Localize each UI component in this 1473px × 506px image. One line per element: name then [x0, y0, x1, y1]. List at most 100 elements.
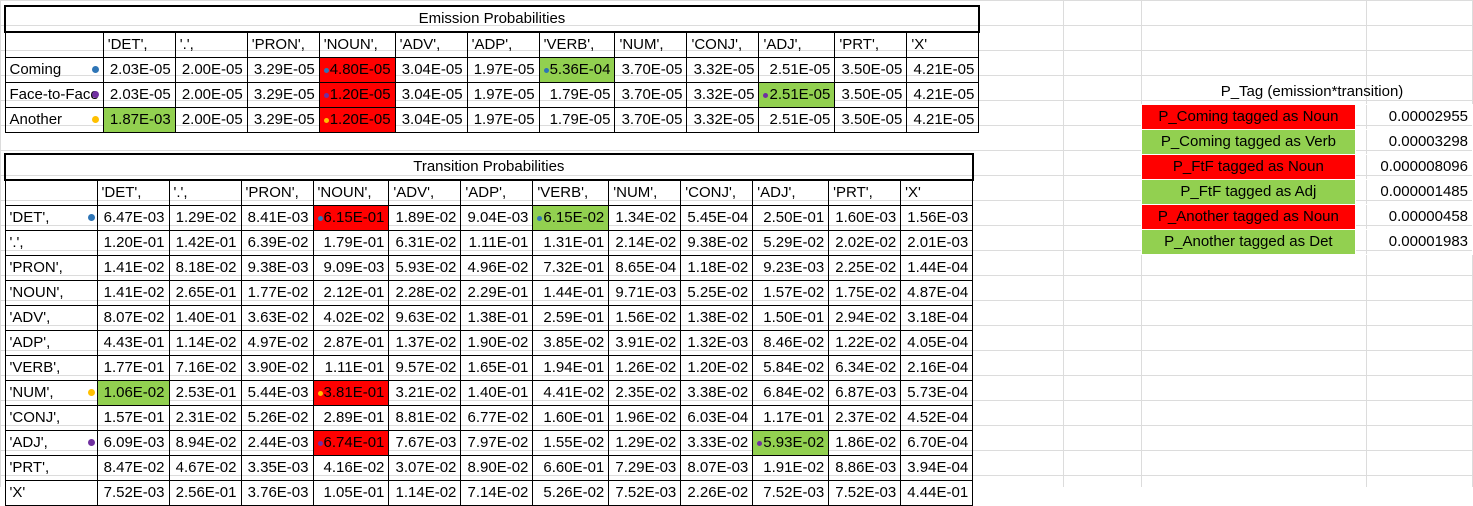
value-cell[interactable]: 3.94E-04 [900, 455, 974, 481]
column-header[interactable]: 'CONJ', [686, 31, 760, 58]
value-cell[interactable]: 1.91E-02 [752, 455, 830, 481]
value-cell[interactable]: 2.03E-05 [102, 82, 176, 108]
value-cell[interactable]: 6.09E-03 [96, 430, 170, 456]
value-cell[interactable]: 8.07E-03 [680, 455, 754, 481]
value-cell[interactable]: 8.86E-03 [828, 455, 902, 481]
ptag-value[interactable]: 0.000001485 [1354, 179, 1473, 205]
value-cell[interactable]: 1.42E-01 [168, 230, 242, 256]
value-cell[interactable]: 4.21E-05 [906, 57, 980, 83]
value-cell[interactable]: 1.87E-03 [102, 107, 176, 133]
value-cell[interactable]: 9.04E-03 [460, 205, 534, 231]
value-cell[interactable]: 6.15E-01 [312, 205, 390, 231]
value-cell[interactable]: 8.46E-02 [752, 330, 830, 356]
column-header[interactable]: 'NOUN', [318, 31, 396, 58]
value-cell[interactable]: 9.38E-03 [240, 255, 314, 281]
value-cell[interactable]: 7.32E-01 [532, 255, 610, 281]
ptag-value[interactable]: 0.00001983 [1354, 229, 1473, 255]
value-cell[interactable]: 4.80E-05 [318, 57, 396, 83]
row-label[interactable]: 'CONJ', [4, 405, 98, 431]
column-header[interactable]: 'ADJ', [752, 179, 830, 206]
column-header[interactable]: 'ADV', [394, 31, 468, 58]
value-cell[interactable]: 8.81E-02 [388, 405, 462, 431]
value-cell[interactable]: 6.39E-02 [240, 230, 314, 256]
value-cell[interactable]: 1.41E-02 [96, 280, 170, 306]
value-cell[interactable]: 6.87E-03 [828, 380, 902, 406]
value-cell[interactable]: 2.00E-05 [174, 107, 248, 133]
value-cell[interactable]: 4.97E-02 [240, 330, 314, 356]
value-cell[interactable]: 1.97E-05 [466, 82, 540, 108]
value-cell[interactable]: 3.70E-05 [614, 82, 688, 108]
value-cell[interactable]: 5.44E-03 [240, 380, 314, 406]
value-cell[interactable]: 3.04E-05 [394, 82, 468, 108]
value-cell[interactable]: 1.86E-02 [828, 430, 902, 456]
value-cell[interactable]: 5.45E-04 [680, 205, 754, 231]
value-cell[interactable]: 2.02E-02 [828, 230, 902, 256]
ptag-label[interactable]: P_Another tagged as Det [1141, 229, 1356, 255]
row-label[interactable]: 'NOUN', [4, 280, 98, 306]
value-cell[interactable]: 1.14E-02 [168, 330, 242, 356]
row-label[interactable]: 'PRON', [4, 255, 98, 281]
value-cell[interactable]: 3.35E-03 [240, 455, 314, 481]
value-cell[interactable]: 7.16E-02 [168, 355, 242, 381]
value-cell[interactable]: 4.21E-05 [906, 107, 980, 133]
ptag-value[interactable]: 0.00003298 [1354, 129, 1473, 155]
value-cell[interactable]: 3.70E-05 [614, 107, 688, 133]
value-cell[interactable]: 9.38E-02 [680, 230, 754, 256]
value-cell[interactable]: 6.47E-03 [96, 205, 170, 231]
value-cell[interactable]: 2.25E-02 [828, 255, 902, 281]
value-cell[interactable]: 6.03E-04 [680, 405, 754, 431]
value-cell[interactable]: 1.29E-02 [608, 430, 682, 456]
value-cell[interactable]: 6.60E-01 [532, 455, 610, 481]
value-cell[interactable]: 4.16E-02 [312, 455, 390, 481]
value-cell[interactable]: 3.76E-03 [240, 480, 314, 506]
value-cell[interactable]: 1.96E-02 [608, 405, 682, 431]
value-cell[interactable]: 1.56E-03 [900, 205, 974, 231]
value-cell[interactable]: 1.41E-02 [96, 255, 170, 281]
value-cell[interactable]: 5.36E-04 [538, 57, 616, 83]
row-label[interactable]: 'ADJ', [4, 430, 98, 456]
value-cell[interactable]: 8.47E-02 [96, 455, 170, 481]
value-cell[interactable]: 4.43E-01 [96, 330, 170, 356]
value-cell[interactable]: 1.89E-02 [388, 205, 462, 231]
value-cell[interactable]: 3.04E-05 [394, 57, 468, 83]
value-cell[interactable]: 6.70E-04 [900, 430, 974, 456]
column-header[interactable]: 'PRT', [834, 31, 908, 58]
ptag-value[interactable]: 0.00002955 [1354, 104, 1473, 130]
row-label[interactable]: '.', [4, 230, 98, 256]
value-cell[interactable]: 3.90E-02 [240, 355, 314, 381]
column-header[interactable]: 'VERB', [532, 179, 610, 206]
row-label[interactable]: Another [4, 107, 104, 133]
value-cell[interactable]: 3.91E-02 [608, 330, 682, 356]
column-header[interactable]: 'ADP', [466, 31, 540, 58]
value-cell[interactable]: 1.32E-03 [680, 330, 754, 356]
ptag-label[interactable]: P_FtF tagged as Noun [1141, 154, 1356, 180]
value-cell[interactable]: 1.79E-01 [312, 230, 390, 256]
column-header[interactable]: '.', [174, 31, 248, 58]
header-cell-empty[interactable] [4, 179, 98, 206]
value-cell[interactable]: 8.90E-02 [460, 455, 534, 481]
value-cell[interactable]: 5.93E-02 [752, 430, 830, 456]
value-cell[interactable]: 1.57E-01 [96, 405, 170, 431]
value-cell[interactable]: 3.32E-05 [686, 57, 760, 83]
value-cell[interactable]: 3.18E-04 [900, 305, 974, 331]
value-cell[interactable]: 3.07E-02 [388, 455, 462, 481]
value-cell[interactable]: 2.87E-01 [312, 330, 390, 356]
value-cell[interactable]: 2.00E-05 [174, 57, 248, 83]
value-cell[interactable]: 2.01E-03 [900, 230, 974, 256]
column-header[interactable]: 'NUM', [608, 179, 682, 206]
value-cell[interactable]: 2.12E-01 [312, 280, 390, 306]
value-cell[interactable]: 4.02E-02 [312, 305, 390, 331]
value-cell[interactable]: 2.28E-02 [388, 280, 462, 306]
value-cell[interactable]: 1.40E-01 [168, 305, 242, 331]
value-cell[interactable]: 2.14E-02 [608, 230, 682, 256]
value-cell[interactable]: 3.50E-05 [834, 107, 908, 133]
value-cell[interactable]: 3.21E-02 [388, 380, 462, 406]
value-cell[interactable]: 1.94E-01 [532, 355, 610, 381]
column-header[interactable]: 'ADJ', [758, 31, 836, 58]
value-cell[interactable]: 1.34E-02 [608, 205, 682, 231]
value-cell[interactable]: 2.50E-01 [752, 205, 830, 231]
value-cell[interactable]: 9.57E-02 [388, 355, 462, 381]
value-cell[interactable]: 2.37E-02 [828, 405, 902, 431]
value-cell[interactable]: 8.41E-03 [240, 205, 314, 231]
transition-title[interactable]: Transition Probabilities [4, 153, 974, 181]
